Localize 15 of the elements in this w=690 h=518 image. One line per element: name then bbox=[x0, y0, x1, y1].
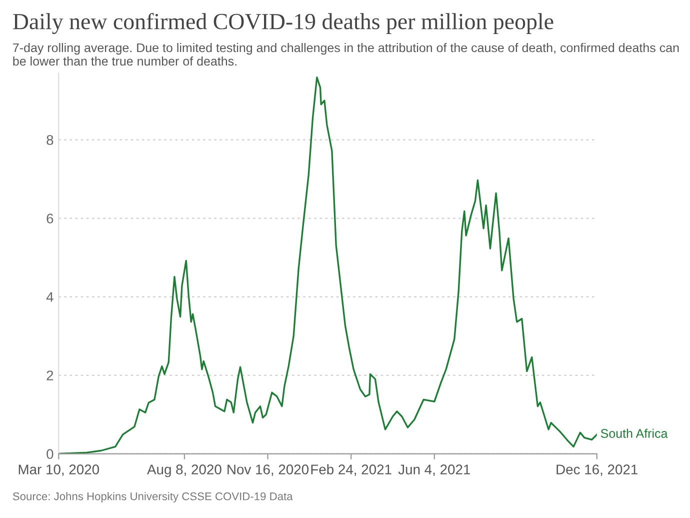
y-tick-label: 0 bbox=[46, 449, 54, 459]
y-tick-label: 6 bbox=[46, 214, 54, 224]
x-tick-label: Mar 10, 2020 bbox=[18, 464, 100, 476]
chart-title: Daily new confirmed COVID-19 deaths per million people bbox=[13, 12, 554, 34]
x-tick-label: Jun 4, 2021 bbox=[398, 464, 470, 476]
y-tick-label: 8 bbox=[46, 135, 54, 145]
series-label: South Africa bbox=[600, 428, 668, 438]
y-tick-label: 4 bbox=[46, 292, 54, 302]
source-note: Source: Johns Hopkins University CSSE COVID-19 Data bbox=[12, 492, 293, 502]
y-tick-label: 2 bbox=[46, 370, 54, 380]
x-tick-label: Aug 8, 2020 bbox=[147, 464, 222, 478]
x-tick-label: Dec 16, 2021 bbox=[556, 464, 638, 476]
x-tick-label: Nov 16, 2020 bbox=[228, 464, 309, 476]
chart-subtitle: 7-day rolling average. Due to limited testing and challenges in the attribution of the cause of death, confirmed deaths can be lower than the true number of deaths. bbox=[13, 42, 679, 66]
x-tick-label: Feb 24, 2021 bbox=[311, 464, 392, 476]
